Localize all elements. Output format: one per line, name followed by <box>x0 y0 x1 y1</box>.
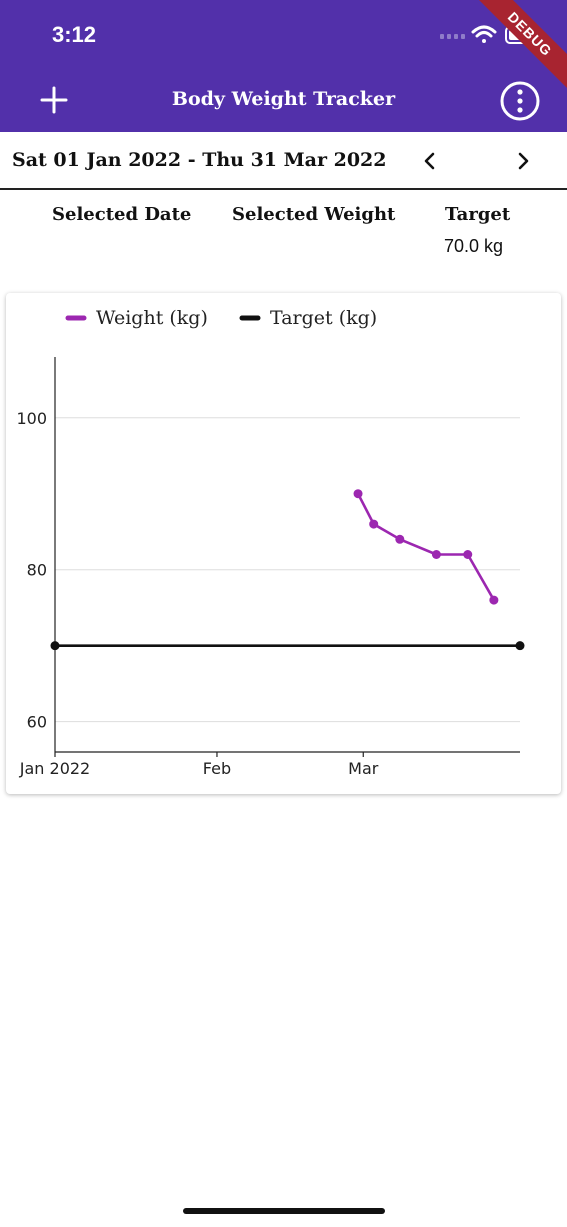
wifi-icon <box>471 25 497 43</box>
data-point-0-3 <box>431 550 441 559</box>
target-header: Target <box>445 204 511 225</box>
x-tick-label-2: Mar <box>348 759 379 778</box>
next-range-button[interactable] <box>512 147 536 175</box>
home-indicator[interactable] <box>183 1208 385 1214</box>
previous-range-button[interactable] <box>418 147 442 175</box>
data-point-1-1 <box>515 641 525 651</box>
date-range-label: Sat 01 Jan 2022 - Thu 31 Mar 2022 <box>12 149 387 171</box>
signal-icon <box>440 34 465 39</box>
page-title: Body Weight Tracker <box>171 88 396 110</box>
status-time: 3:12 <box>52 22 97 47</box>
data-point-0-1 <box>369 519 379 529</box>
target-value: 70.0 kg <box>444 236 504 256</box>
data-point-0-5 <box>489 595 499 605</box>
x-tick-label-0: Jan 2022 <box>19 759 90 778</box>
weight-chart-card: 60 80 100 Jan 2022 Feb Mar Weight (kg) Target (… <box>6 293 561 794</box>
data-point-0-2 <box>395 534 405 544</box>
chevron-left-icon <box>424 152 435 170</box>
plus-icon <box>40 86 68 114</box>
selected-weight-header: Selected Weight <box>232 204 396 225</box>
y-tick-label-60: 60 <box>27 713 47 732</box>
chevron-right-icon <box>518 152 529 170</box>
date-range-bar: Sat 01 Jan 2022 - Thu 31 Mar 2022 <box>0 132 567 190</box>
more-vert-icon <box>500 81 540 121</box>
y-tick-label-80: 80 <box>27 561 47 580</box>
x-tick-label-1: Feb <box>203 759 231 778</box>
more-options-button[interactable] <box>499 80 541 122</box>
legend-label-0: Weight (kg) <box>96 307 208 329</box>
y-tick-label-100: 100 <box>16 409 47 428</box>
data-point-0-0 <box>353 489 363 499</box>
series-line-0 <box>356 493 496 601</box>
data-point-0-4 <box>463 550 473 559</box>
weight-chart[interactable]: 60 80 100 Jan 2022 Feb Mar Weight (kg) Target (… <box>6 293 561 794</box>
selected-date-header: Selected Date <box>52 204 192 225</box>
data-point-1-0 <box>50 641 60 651</box>
legend-label-1: Target (kg) <box>270 307 377 329</box>
add-entry-button[interactable] <box>34 80 74 120</box>
app-bar: 3:12 DEBUG Body Weight Tracker <box>0 0 567 132</box>
